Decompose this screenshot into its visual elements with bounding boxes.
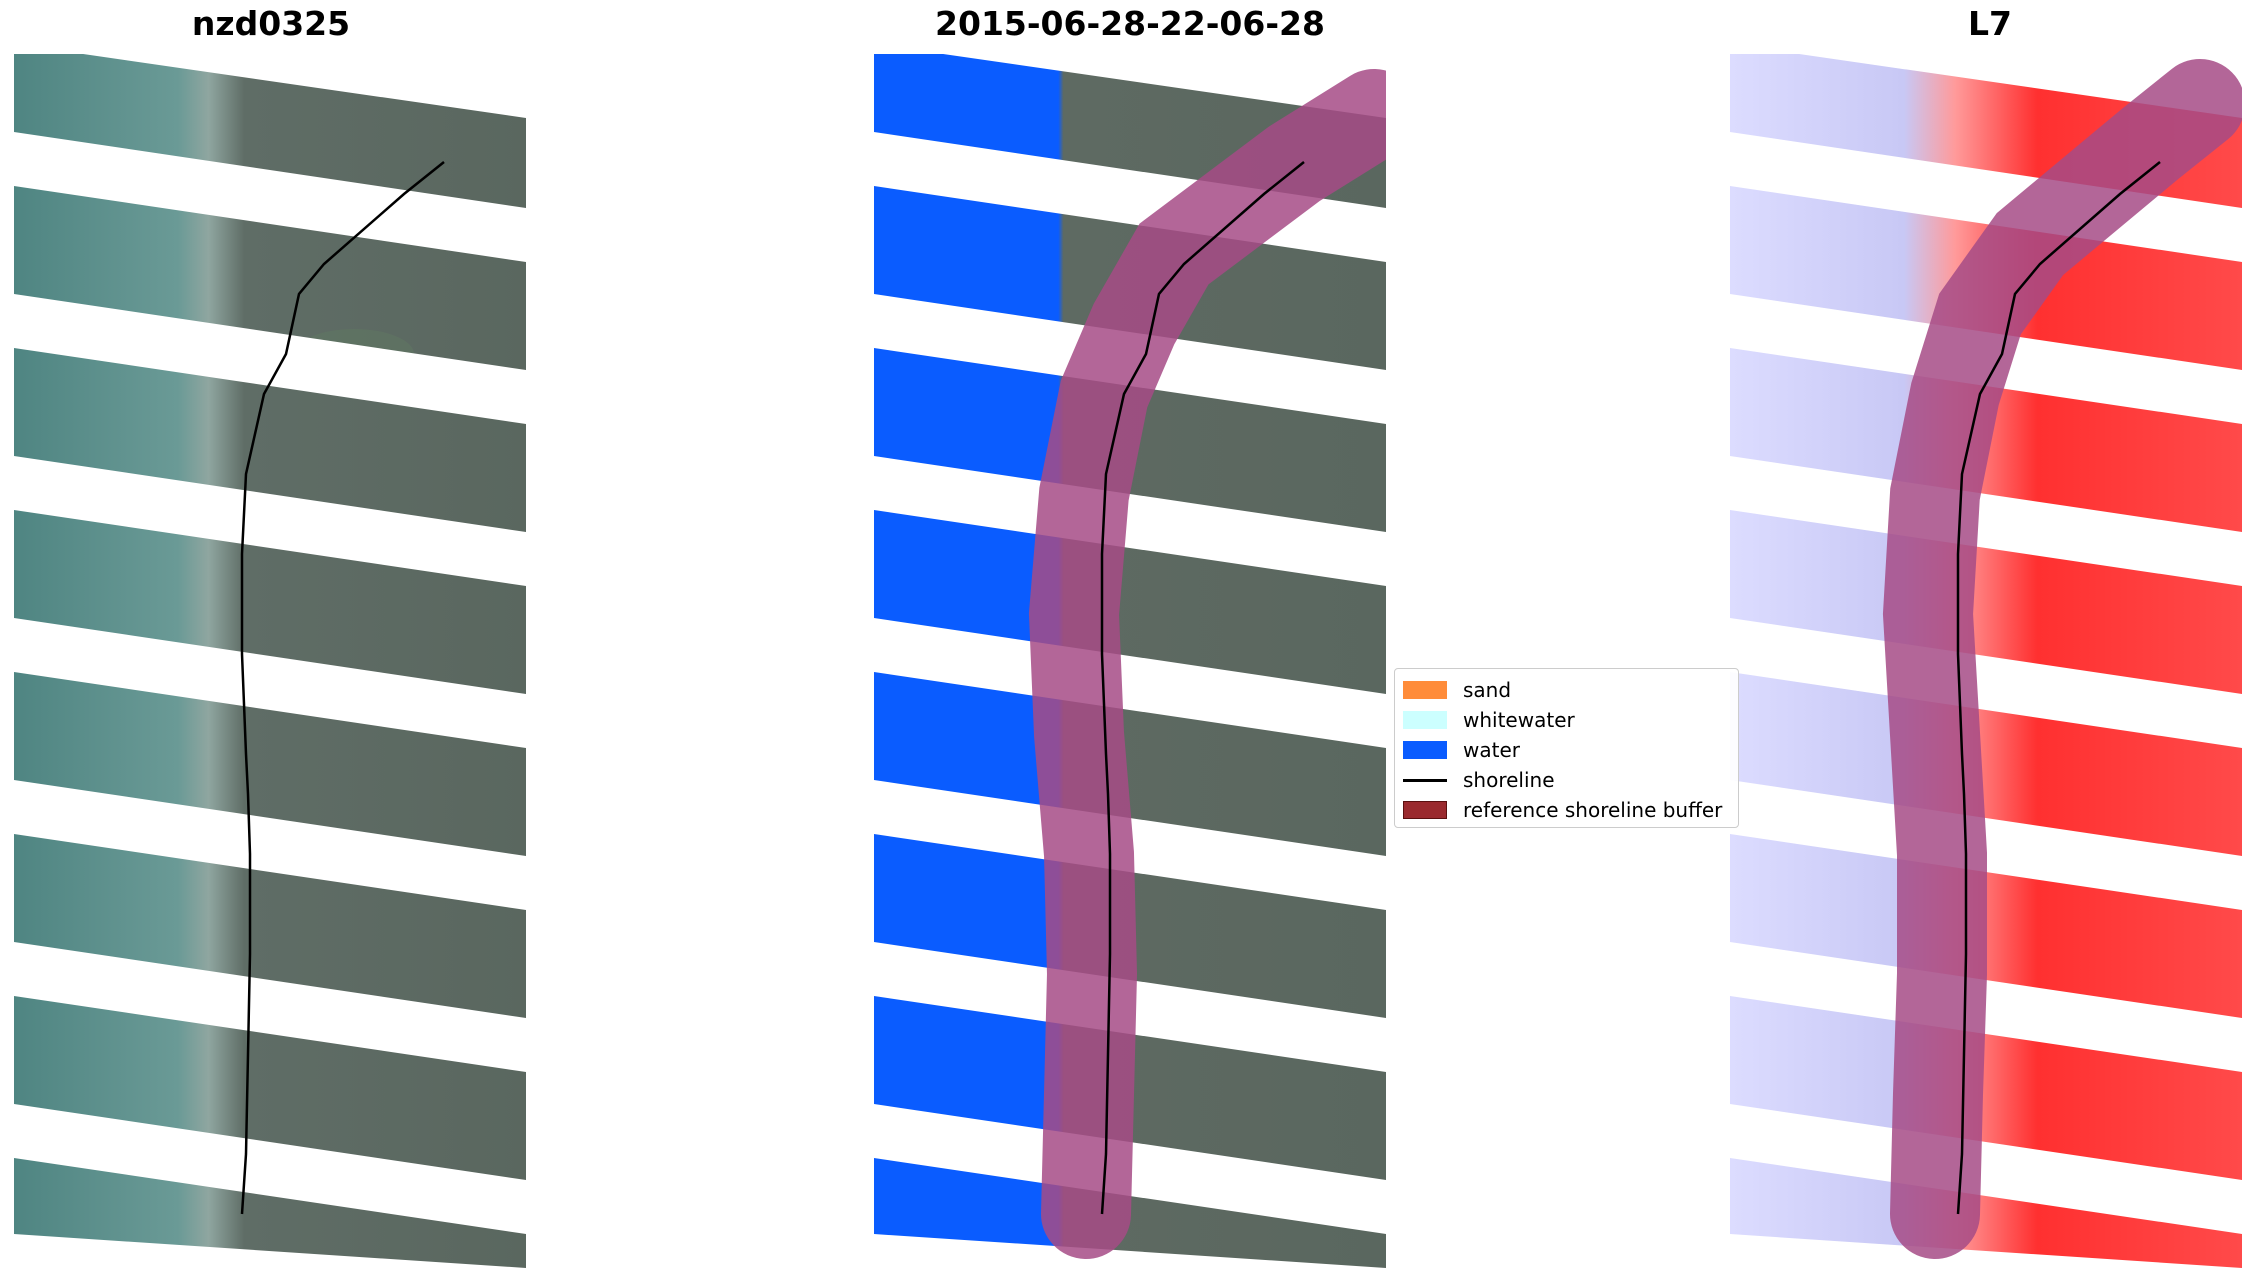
legend-item-buffer: reference shoreline buffer <box>1403 797 1722 823</box>
legend-item-whitewater: whitewater <box>1403 707 1575 733</box>
rgb-image-panel <box>14 54 526 1268</box>
buffer-swatch-icon <box>1403 801 1447 819</box>
legend-label: water <box>1463 738 1520 762</box>
shoreline <box>1100 161 1305 1215</box>
whitewater-swatch-icon <box>1403 711 1447 729</box>
legend-item-shoreline: shoreline <box>1403 767 1555 793</box>
reference-shoreline-buffer <box>1028 69 1386 1259</box>
index-image <box>1730 54 2242 1268</box>
reference-shoreline-buffer <box>1882 59 2242 1259</box>
scanline-gaps <box>14 54 526 1268</box>
legend-label: reference shoreline buffer <box>1463 798 1723 822</box>
legend: sand whitewater water shoreline referenc… <box>1394 668 1739 828</box>
legend-item-water: water <box>1403 737 1520 763</box>
shoreline <box>1956 161 2161 1215</box>
classified-image-panel <box>874 54 1386 1268</box>
classified-image <box>874 54 1386 1268</box>
legend-item-sand: sand <box>1403 677 1511 703</box>
water-swatch-icon <box>1403 741 1447 759</box>
legend-label: shoreline <box>1463 768 1555 792</box>
legend-label: whitewater <box>1463 708 1575 732</box>
rgb-image <box>14 54 526 1268</box>
panel-title-3: L7 <box>1968 4 2012 43</box>
legend-label: sand <box>1463 678 1512 702</box>
shoreline-line-icon <box>1403 778 1447 782</box>
panel-title-1: nzd0325 <box>191 4 351 43</box>
index-image-panel <box>1730 54 2242 1268</box>
shoreline <box>240 161 445 1215</box>
panel-title-2: 2015-06-28-22-06-28 <box>935 4 1325 43</box>
sand-swatch-icon <box>1403 681 1447 699</box>
